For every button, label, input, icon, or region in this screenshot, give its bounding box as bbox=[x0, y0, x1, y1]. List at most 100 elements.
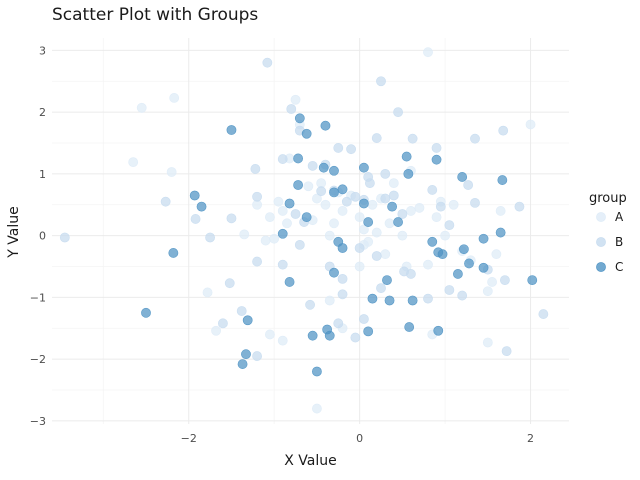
data-point bbox=[337, 243, 348, 253]
data-point bbox=[282, 218, 292, 229]
data-point bbox=[527, 275, 538, 285]
data-point bbox=[457, 290, 468, 301]
data-point bbox=[226, 125, 237, 135]
data-point bbox=[241, 349, 251, 360]
data-point bbox=[284, 198, 295, 209]
data-point bbox=[495, 206, 506, 216]
data-point bbox=[448, 199, 459, 210]
data-point bbox=[384, 295, 395, 306]
data-point bbox=[169, 93, 180, 103]
legend-item-a: A bbox=[596, 210, 624, 224]
data-point bbox=[384, 218, 395, 229]
data-point bbox=[226, 213, 237, 224]
data-point bbox=[440, 230, 450, 241]
data-point bbox=[393, 217, 403, 227]
data-point bbox=[487, 277, 497, 287]
data-point bbox=[371, 251, 382, 261]
legend-label: B bbox=[615, 235, 623, 249]
data-point bbox=[482, 337, 493, 348]
data-point bbox=[435, 201, 446, 212]
data-point bbox=[427, 236, 438, 247]
data-point bbox=[354, 243, 365, 253]
data-point bbox=[218, 318, 228, 329]
data-point bbox=[242, 315, 253, 326]
legend-label: A bbox=[615, 210, 624, 224]
data-point bbox=[431, 154, 442, 165]
data-point bbox=[277, 228, 288, 239]
data-point bbox=[431, 212, 442, 223]
data-point bbox=[444, 285, 455, 295]
data-point bbox=[277, 154, 288, 164]
data-point bbox=[363, 217, 374, 227]
x-tick-label: 0 bbox=[356, 432, 363, 445]
data-point bbox=[404, 322, 415, 332]
data-point bbox=[359, 224, 369, 235]
data-point bbox=[350, 191, 361, 202]
data-point bbox=[269, 233, 280, 244]
data-point bbox=[380, 193, 391, 204]
data-point bbox=[307, 330, 318, 341]
legend: group ABC bbox=[589, 191, 627, 274]
legend-label: C bbox=[615, 260, 623, 274]
data-point bbox=[236, 306, 247, 316]
data-point bbox=[525, 119, 536, 130]
data-point bbox=[301, 212, 312, 223]
data-point bbox=[482, 286, 493, 297]
data-point bbox=[431, 143, 442, 153]
y-tick-label: 0 bbox=[39, 230, 46, 243]
data-point bbox=[333, 143, 344, 153]
data-point bbox=[312, 193, 322, 204]
data-point bbox=[329, 267, 339, 278]
data-point bbox=[346, 144, 356, 155]
data-point bbox=[324, 230, 335, 241]
data-point bbox=[329, 187, 339, 198]
data-point bbox=[190, 214, 201, 224]
data-points bbox=[59, 47, 549, 414]
data-point bbox=[376, 283, 386, 294]
data-point bbox=[433, 325, 444, 336]
series-b bbox=[59, 57, 549, 361]
data-point bbox=[470, 133, 480, 144]
data-point bbox=[359, 162, 369, 173]
data-point bbox=[252, 191, 262, 202]
y-axis-title: Y Value bbox=[6, 206, 22, 258]
chart-title: Scatter Plot with Groups bbox=[52, 5, 258, 25]
data-point bbox=[495, 227, 506, 238]
data-point bbox=[478, 262, 489, 273]
data-point bbox=[500, 275, 510, 285]
data-point bbox=[453, 269, 463, 279]
data-point bbox=[337, 273, 348, 284]
data-point bbox=[427, 185, 438, 195]
data-point bbox=[160, 196, 171, 207]
data-point bbox=[393, 107, 403, 118]
data-point bbox=[141, 307, 151, 318]
data-point bbox=[237, 359, 248, 369]
data-point bbox=[458, 244, 469, 255]
data-point bbox=[202, 287, 213, 298]
data-point bbox=[367, 293, 378, 304]
data-point bbox=[250, 164, 261, 174]
data-point bbox=[277, 206, 288, 216]
data-point bbox=[371, 227, 382, 238]
data-point bbox=[403, 168, 414, 179]
legend-item-b: B bbox=[596, 235, 623, 249]
data-point bbox=[463, 180, 474, 190]
data-point bbox=[364, 178, 375, 189]
legend-marker bbox=[596, 237, 606, 247]
data-point bbox=[407, 295, 418, 306]
y-tick-label: −2 bbox=[30, 353, 46, 366]
data-point bbox=[376, 76, 386, 87]
data-point bbox=[273, 196, 284, 207]
data-point bbox=[59, 232, 70, 243]
data-point bbox=[501, 346, 512, 357]
data-point bbox=[491, 249, 502, 260]
data-point bbox=[224, 278, 235, 289]
data-point bbox=[538, 309, 549, 319]
data-point bbox=[341, 196, 352, 207]
data-point bbox=[359, 314, 369, 324]
data-point bbox=[265, 329, 275, 340]
data-point bbox=[166, 167, 177, 177]
data-point bbox=[464, 258, 474, 269]
data-point bbox=[382, 275, 392, 285]
